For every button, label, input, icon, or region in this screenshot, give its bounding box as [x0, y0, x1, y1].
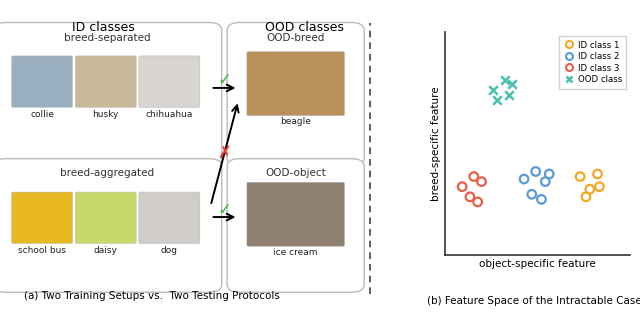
Text: ✓: ✓ — [218, 200, 232, 219]
Point — [492, 98, 502, 103]
Point — [465, 194, 475, 199]
Text: ID classes: ID classes — [72, 20, 134, 33]
Point — [544, 171, 554, 176]
Text: daisy: daisy — [94, 246, 118, 255]
Text: beagle: beagle — [280, 117, 311, 126]
X-axis label: object-specific feature: object-specific feature — [479, 259, 596, 269]
Text: ✓: ✓ — [218, 70, 232, 88]
Text: (a) Two Training Setups vs.  Two Testing Protocols: (a) Two Training Setups vs. Two Testing … — [24, 291, 280, 300]
Text: OOD-object: OOD-object — [266, 168, 326, 178]
Point — [472, 199, 483, 204]
FancyBboxPatch shape — [12, 56, 72, 107]
FancyBboxPatch shape — [76, 56, 136, 107]
Point — [595, 184, 605, 189]
Point — [585, 187, 595, 192]
Text: OOD classes: OOD classes — [265, 20, 344, 33]
Text: (b) Feature Space of the Intractable Case: (b) Feature Space of the Intractable Cas… — [427, 296, 640, 307]
Point — [536, 197, 547, 202]
Point — [476, 179, 486, 184]
FancyBboxPatch shape — [247, 52, 344, 116]
Point — [500, 78, 510, 83]
Point — [531, 169, 541, 174]
Point — [575, 174, 585, 179]
Point — [488, 88, 499, 93]
Legend: ID class 1, ID class 2, ID class 3, OOD class: ID class 1, ID class 2, ID class 3, OOD … — [559, 36, 626, 89]
Text: chihuahua: chihuahua — [146, 109, 193, 119]
Point — [508, 81, 518, 86]
Text: collie: collie — [30, 109, 54, 119]
Text: breed-aggregated: breed-aggregated — [60, 168, 154, 178]
Point — [527, 192, 537, 197]
Point — [519, 176, 529, 182]
FancyBboxPatch shape — [0, 159, 222, 292]
FancyBboxPatch shape — [247, 182, 344, 246]
FancyBboxPatch shape — [227, 159, 364, 292]
FancyBboxPatch shape — [227, 23, 364, 166]
Point — [457, 184, 467, 189]
FancyBboxPatch shape — [139, 192, 200, 243]
Point — [540, 179, 550, 184]
FancyBboxPatch shape — [0, 23, 222, 166]
Text: ✗: ✗ — [218, 144, 232, 162]
Y-axis label: breed-specific feature: breed-specific feature — [431, 86, 440, 201]
Point — [504, 93, 514, 98]
Text: school bus: school bus — [18, 246, 66, 255]
Point — [468, 174, 479, 179]
Text: husky: husky — [93, 109, 119, 119]
Text: dog: dog — [161, 246, 178, 255]
Point — [581, 194, 591, 199]
Point — [593, 171, 603, 176]
FancyBboxPatch shape — [139, 56, 200, 107]
Text: ice cream: ice cream — [273, 248, 318, 257]
FancyBboxPatch shape — [12, 192, 72, 243]
FancyBboxPatch shape — [76, 192, 136, 243]
Text: breed-separated: breed-separated — [64, 33, 150, 43]
Text: OOD-breed: OOD-breed — [266, 33, 325, 43]
